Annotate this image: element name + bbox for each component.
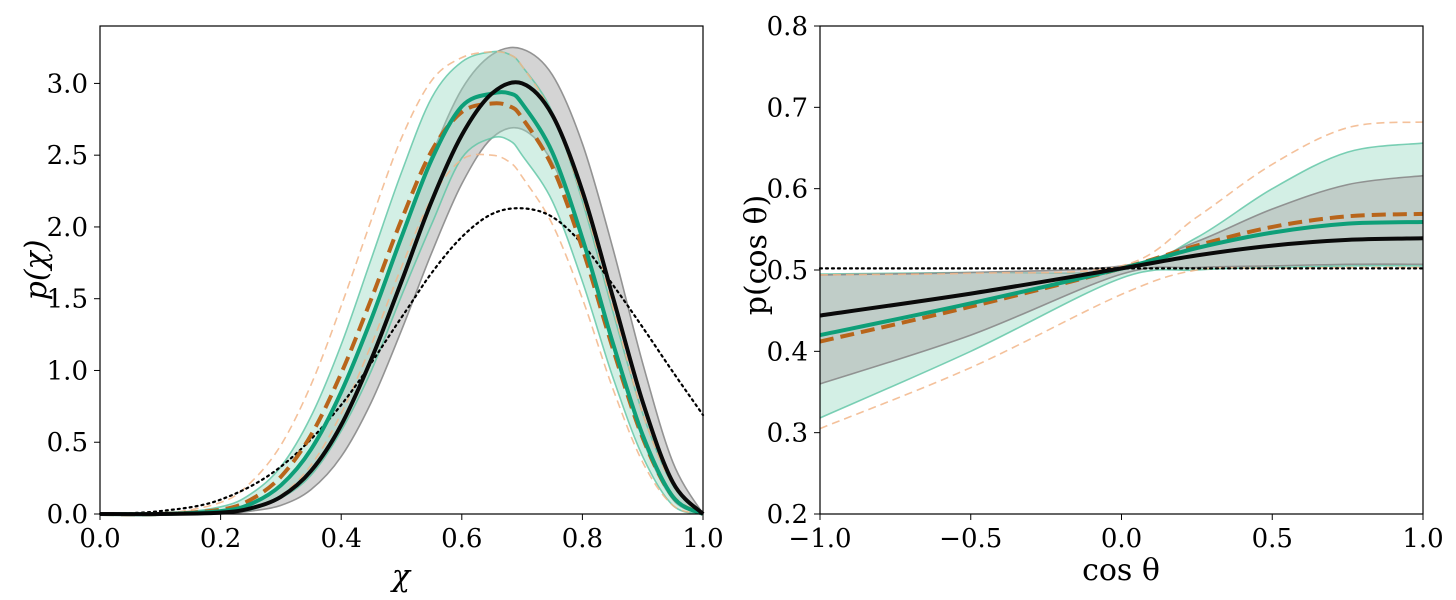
series-black-dotted <box>98 207 705 516</box>
x-tick-label: −0.5 <box>939 524 1002 554</box>
y-tick-label: 1.5 <box>47 285 88 315</box>
y-tick-label: 1.0 <box>47 356 88 386</box>
x-axis-label: cos θ <box>1082 553 1160 588</box>
gray-band-fill <box>820 175 1423 384</box>
y-tick-label: 0.6 <box>767 175 808 205</box>
y-tick-label: 0.3 <box>767 419 808 449</box>
y-tick-label: 0.4 <box>767 337 808 367</box>
y-axis-label: p(χ) <box>19 240 54 301</box>
y-tick-label: 2.0 <box>47 213 88 243</box>
x-tick-label: 1.0 <box>1402 524 1443 554</box>
orange-band-edges-upper-edge <box>819 121 1424 276</box>
series-black-solid <box>819 236 1424 318</box>
y-tick-label: 0.5 <box>767 256 808 286</box>
x-tick-label: −1.0 <box>788 524 851 554</box>
y-tick-label: 0.0 <box>47 500 88 530</box>
x-tick-label: 0.2 <box>200 524 241 554</box>
x-tick-label: 0.5 <box>1252 524 1293 554</box>
x-tick-label: 1.0 <box>682 524 723 554</box>
x-axis-label: χ <box>390 559 412 594</box>
orange-band-edges-upper-edge <box>99 50 704 516</box>
green-band-upper-edge <box>99 50 704 516</box>
cos-theta-distribution-panel: −1.0 −0.5 0.0 0.5 1.0 0.2 0.3 0.4 0.5 0.6 0.7 0.8 c… <box>739 12 1444 588</box>
x-tick-label: 0.8 <box>562 524 603 554</box>
y-tick-label: 0.7 <box>767 93 808 123</box>
y-tick-label: 0.5 <box>47 428 88 458</box>
y-tick-label: 0.2 <box>767 500 808 530</box>
x-tick-label: 0.0 <box>79 524 120 554</box>
series-green-solid <box>99 90 705 517</box>
series-black-solid <box>99 80 705 517</box>
x-tick-label: 0.4 <box>321 524 362 554</box>
x-tick-label: 0.6 <box>441 524 482 554</box>
chi-distribution-panel: 0.0 0.2 0.4 0.6 0.8 1.00.00.51.01.52.02.53.0 … <box>19 25 724 594</box>
y-tick-label: 3.0 <box>47 69 88 99</box>
y-tick-label: 0.8 <box>767 12 808 42</box>
series-green-solid <box>819 220 1424 338</box>
green-band-lower-edge <box>819 265 1424 419</box>
x-tick-label: 0.0 <box>1101 524 1142 554</box>
y-tick-label: 2.5 <box>47 141 88 171</box>
plot-frame <box>99 25 704 515</box>
y-axis-label: p(cos θ) <box>739 195 774 315</box>
